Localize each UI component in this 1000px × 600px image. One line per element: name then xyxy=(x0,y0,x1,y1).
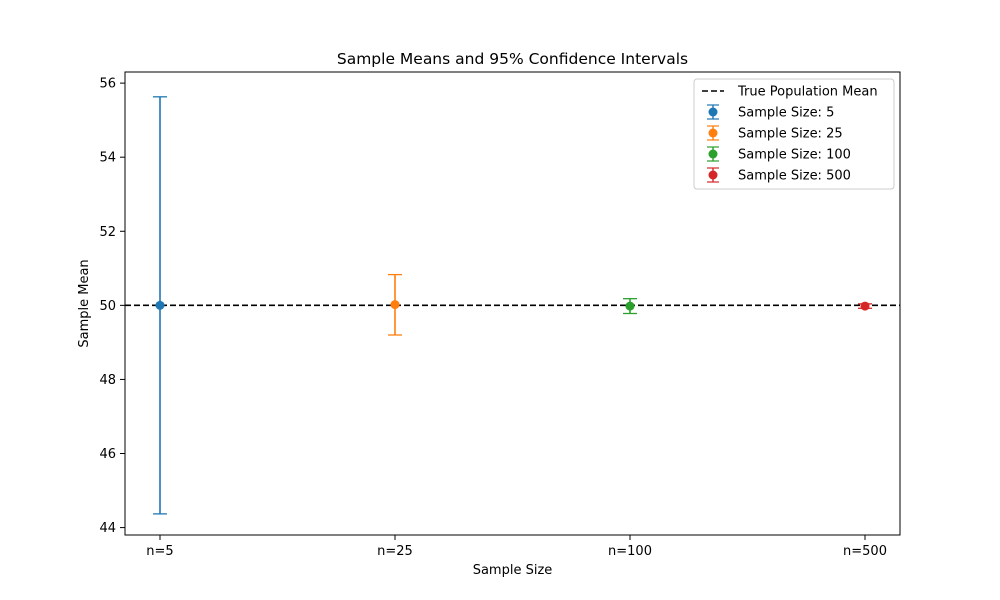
mean-point xyxy=(390,300,400,310)
plot-frame xyxy=(124,71,901,536)
y-tick-label: 46 xyxy=(99,447,116,462)
legend-label: Sample Size: 25 xyxy=(738,127,843,142)
x-tick-label: n=100 xyxy=(608,544,652,559)
chart-title: Sample Means and 95% Confidence Interval… xyxy=(337,50,688,68)
y-tick-label: 52 xyxy=(99,225,116,240)
legend-label: Sample Size: 5 xyxy=(738,106,834,121)
y-tick-label: 50 xyxy=(99,299,116,314)
legend-label: Sample Size: 500 xyxy=(738,169,851,184)
mean-point xyxy=(625,301,635,311)
legend-swatch-point xyxy=(708,107,718,117)
legend-swatch-point xyxy=(708,170,718,180)
mean-point xyxy=(860,301,870,311)
x-tick-label: n=500 xyxy=(843,544,887,559)
legend-swatch-point xyxy=(708,128,718,138)
mean-point xyxy=(155,300,165,310)
legend-label: Sample Size: 100 xyxy=(738,148,851,163)
y-tick-label: 54 xyxy=(99,151,116,166)
x-tick-label: n=5 xyxy=(146,544,173,559)
x-axis-label: Sample Size xyxy=(473,563,553,578)
legend: True Population Mean Sample Size: 5 Sample… xyxy=(693,78,895,190)
legend-label: True Population Mean xyxy=(737,85,878,100)
axes-layer: 44 46 48 50 52 54 56 n=5 n=25 n=100 n=500 xyxy=(99,77,887,559)
y-tick-label: 56 xyxy=(99,77,116,92)
plot-data-layer xyxy=(125,96,900,515)
legend-swatch-point xyxy=(708,149,718,159)
y-tick-label: 44 xyxy=(99,521,116,536)
x-tick-label: n=25 xyxy=(377,544,413,559)
legend-box xyxy=(693,78,895,190)
y-axis-label: Sample Mean xyxy=(77,259,92,347)
y-tick-label: 48 xyxy=(99,373,116,388)
